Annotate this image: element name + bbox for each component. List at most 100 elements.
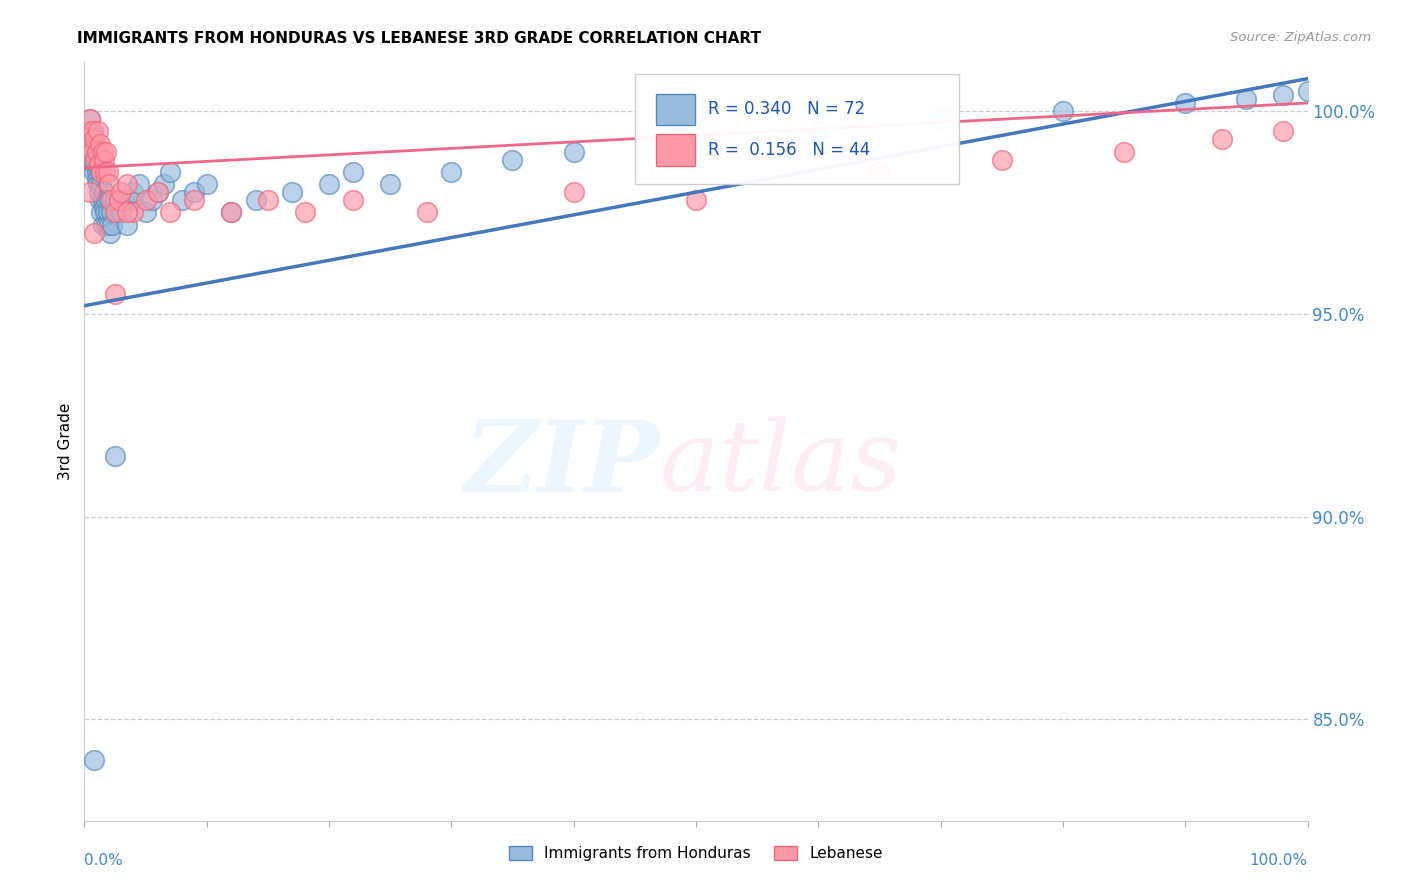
Point: [318, 177, 340, 191]
Point: [96, 218, 118, 232]
Point: [104, 194, 127, 208]
Point: [96, 145, 118, 159]
Point: [183, 194, 205, 208]
Point: [89, 136, 111, 151]
Point: [929, 112, 952, 127]
Point: [128, 177, 150, 191]
Point: [115, 177, 138, 191]
Point: [79, 145, 101, 159]
Point: [122, 205, 145, 219]
Point: [110, 205, 132, 219]
Text: 100.0%: 100.0%: [1250, 853, 1308, 868]
Point: [84, 149, 107, 163]
Point: [135, 205, 157, 219]
Point: [219, 205, 242, 219]
Point: [146, 185, 169, 199]
Point: [80, 136, 103, 151]
Point: [89, 194, 111, 208]
Point: [104, 205, 127, 219]
Point: [93, 185, 115, 199]
Point: [89, 165, 111, 179]
Point: [83, 753, 105, 767]
Point: [94, 205, 117, 219]
Point: [87, 153, 110, 167]
Point: [1272, 124, 1295, 138]
Point: [82, 128, 104, 143]
Point: [87, 185, 110, 199]
Point: [84, 140, 107, 154]
Point: [219, 205, 242, 219]
Point: [1114, 145, 1136, 159]
FancyBboxPatch shape: [636, 74, 959, 184]
Point: [257, 194, 280, 208]
Point: [84, 153, 107, 167]
Point: [77, 136, 100, 151]
Point: [105, 205, 128, 219]
Point: [183, 185, 205, 199]
Point: [94, 165, 117, 179]
Point: [991, 153, 1014, 167]
Point: [86, 145, 108, 159]
Point: [93, 153, 115, 167]
Point: [87, 177, 110, 191]
Point: [1211, 132, 1233, 146]
Point: [245, 194, 267, 208]
Point: [80, 145, 103, 159]
Point: [562, 145, 585, 159]
Point: [685, 136, 707, 151]
Point: [77, 124, 100, 138]
Point: [281, 185, 304, 199]
Point: [86, 165, 108, 179]
Point: [104, 286, 127, 301]
Point: [153, 177, 176, 191]
Point: [87, 161, 110, 175]
Point: [87, 157, 110, 171]
Point: [90, 165, 112, 179]
Point: [97, 165, 120, 179]
Point: [110, 185, 132, 199]
Point: [112, 194, 135, 208]
Point: [685, 194, 707, 208]
Point: [1296, 84, 1319, 98]
Text: 0.0%: 0.0%: [84, 853, 124, 868]
Point: [87, 124, 110, 138]
Text: Source: ZipAtlas.com: Source: ZipAtlas.com: [1230, 31, 1371, 45]
Text: R =  0.156   N = 44: R = 0.156 N = 44: [709, 141, 870, 159]
Y-axis label: 3rd Grade: 3rd Grade: [58, 403, 73, 480]
Text: ZIP: ZIP: [464, 416, 659, 513]
Point: [91, 145, 114, 159]
Point: [98, 226, 121, 240]
Point: [97, 177, 120, 191]
Text: IMMIGRANTS FROM HONDURAS VS LEBANESE 3RD GRADE CORRELATION CHART: IMMIGRANTS FROM HONDURAS VS LEBANESE 3RD…: [77, 31, 761, 46]
Point: [562, 185, 585, 199]
Point: [97, 205, 120, 219]
Legend: Immigrants from Honduras, Lebanese: Immigrants from Honduras, Lebanese: [503, 840, 889, 868]
Point: [96, 194, 118, 208]
Point: [159, 165, 181, 179]
Point: [79, 112, 101, 127]
Point: [146, 185, 169, 199]
Point: [104, 449, 127, 463]
Point: [159, 205, 181, 219]
Point: [342, 194, 364, 208]
Point: [1052, 104, 1074, 119]
Point: [440, 165, 463, 179]
Point: [91, 194, 114, 208]
Point: [807, 124, 830, 138]
Text: atlas: atlas: [659, 417, 903, 512]
Point: [79, 185, 101, 199]
Point: [83, 157, 105, 171]
Point: [342, 165, 364, 179]
Point: [380, 177, 402, 191]
Text: R = 0.340   N = 72: R = 0.340 N = 72: [709, 100, 865, 118]
Point: [107, 194, 129, 208]
Bar: [655, 135, 695, 166]
Bar: [655, 94, 695, 126]
Point: [77, 132, 100, 146]
Point: [82, 124, 104, 138]
Point: [1236, 92, 1258, 106]
Point: [869, 165, 891, 179]
Point: [122, 185, 145, 199]
Point: [100, 194, 122, 208]
Point: [135, 194, 157, 208]
